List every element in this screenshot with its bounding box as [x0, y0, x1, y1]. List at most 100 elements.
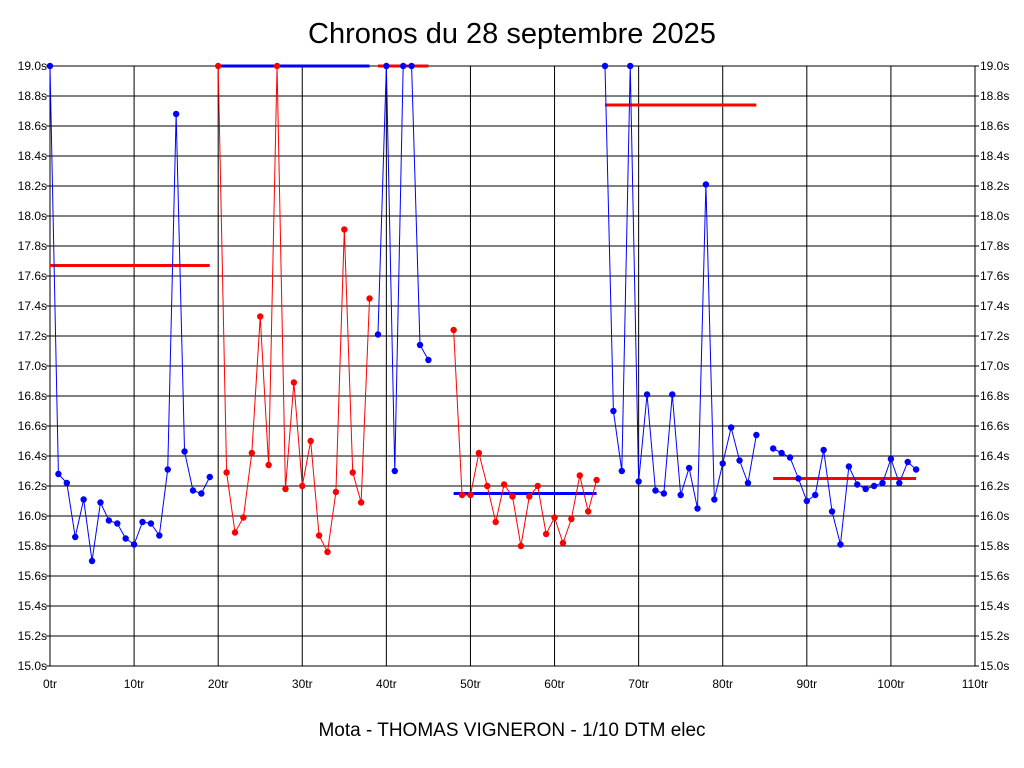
lap-point	[627, 62, 634, 70]
lap-point	[189, 487, 197, 494]
lap-point	[845, 463, 853, 470]
lap-point	[854, 481, 861, 488]
y-tick-label-left: 17.6s	[18, 269, 47, 283]
lap-point	[727, 424, 735, 431]
lap-point	[887, 455, 895, 463]
lap-point	[744, 479, 752, 487]
lap-point	[769, 445, 777, 452]
lap-point	[248, 449, 256, 457]
y-tick-label-left: 16.6s	[18, 419, 47, 433]
lap-point	[526, 493, 533, 500]
y-tick-label-right: 17.6s	[980, 269, 1009, 283]
y-tick-label-right: 16.4s	[980, 449, 1009, 463]
x-tick-label: 10tr	[124, 677, 145, 691]
lap-point	[391, 467, 398, 475]
lap-point	[652, 487, 659, 494]
average-lines-layer	[50, 64, 917, 495]
x-tick-label: 50tr	[460, 677, 481, 691]
lap-point	[357, 499, 365, 506]
lap-point	[130, 541, 138, 548]
y-tick-label-left: 17.8s	[18, 239, 47, 253]
lap-point	[139, 518, 146, 526]
lap-point	[80, 496, 87, 503]
lap-point	[425, 356, 432, 364]
lap-point	[257, 313, 264, 320]
lap-point	[862, 485, 869, 493]
lap-point	[685, 464, 693, 472]
lap-point	[517, 542, 525, 550]
lap-point	[265, 461, 272, 469]
grid-layer	[46, 65, 979, 667]
lap-point	[72, 533, 79, 541]
lap-point	[450, 326, 457, 334]
lap-point	[736, 457, 743, 464]
lap-point	[324, 548, 331, 556]
lap-point	[660, 490, 668, 497]
series-line	[604, 65, 757, 509]
lap-point	[702, 181, 710, 188]
lap-point	[408, 62, 415, 70]
y-tick-label-left: 16.8s	[18, 389, 47, 403]
lap-point	[694, 505, 701, 512]
lap-point	[46, 62, 54, 70]
lap-point	[315, 532, 323, 539]
y-tick-label-right: 17.4s	[980, 299, 1009, 313]
y-tick-label-left: 18.4s	[18, 149, 47, 163]
y-tick-label-right: 18.0s	[980, 209, 1009, 223]
lap-point	[500, 481, 508, 488]
lap-point	[475, 449, 483, 457]
lap-point	[618, 467, 626, 475]
lap-point	[240, 514, 247, 521]
lap-point	[551, 514, 558, 521]
lap-point	[399, 62, 407, 70]
lap-point	[593, 476, 600, 484]
lap-point	[88, 557, 96, 565]
lap-point	[282, 485, 289, 493]
y-tick-label-left: 15.0s	[18, 659, 47, 673]
x-tick-label: 20tr	[208, 677, 229, 691]
y-tick-label-left: 17.2s	[18, 329, 47, 343]
lap-point	[223, 469, 230, 476]
x-tick-label: 70tr	[628, 677, 649, 691]
y-tick-label-left: 15.2s	[18, 629, 47, 643]
lap-point	[467, 491, 474, 499]
lap-point	[214, 62, 222, 70]
lap-point	[559, 539, 567, 547]
y-tick-label-right: 16.2s	[980, 479, 1009, 493]
lap-point	[870, 482, 878, 490]
chart-title: Chronos du 28 septembre 2025	[308, 18, 716, 50]
y-tick-label-right: 17.0s	[980, 359, 1009, 373]
y-tick-label-right: 17.2s	[980, 329, 1009, 343]
y-tick-label-left: 16.0s	[18, 509, 47, 523]
lap-point	[147, 520, 155, 527]
y-tick-label-right: 17.8s	[980, 239, 1009, 253]
lap-point	[172, 110, 180, 118]
lap-point	[55, 470, 62, 478]
x-tick-label: 0tr	[43, 677, 57, 691]
lap-point	[778, 449, 785, 457]
series-line	[377, 65, 429, 472]
lap-point	[307, 437, 314, 445]
lap-point	[828, 508, 836, 515]
chart-caption: Mota - THOMAS VIGNERON - 1/10 DTM elec	[318, 720, 706, 741]
series-line	[217, 65, 371, 554]
lap-point	[164, 466, 171, 473]
lap-point	[374, 331, 382, 338]
y-tick-label-left: 18.6s	[18, 119, 47, 133]
lap-point	[299, 482, 306, 490]
y-tick-label-right: 18.2s	[980, 179, 1009, 193]
lap-point	[542, 530, 550, 538]
x-tick-label: 110tr	[962, 677, 988, 691]
lap-point	[820, 446, 827, 454]
lap-point	[677, 491, 684, 499]
x-tick-label: 30tr	[292, 677, 313, 691]
lap-point	[509, 493, 516, 500]
y-tick-label-right: 18.4s	[980, 149, 1009, 163]
y-tick-label-right: 15.0s	[980, 659, 1009, 673]
lap-point	[896, 479, 903, 487]
y-tick-label-left: 15.8s	[18, 539, 47, 553]
y-tick-label-left: 18.2s	[18, 179, 47, 193]
y-tick-label-left: 16.4s	[18, 449, 47, 463]
lap-point	[584, 508, 592, 515]
